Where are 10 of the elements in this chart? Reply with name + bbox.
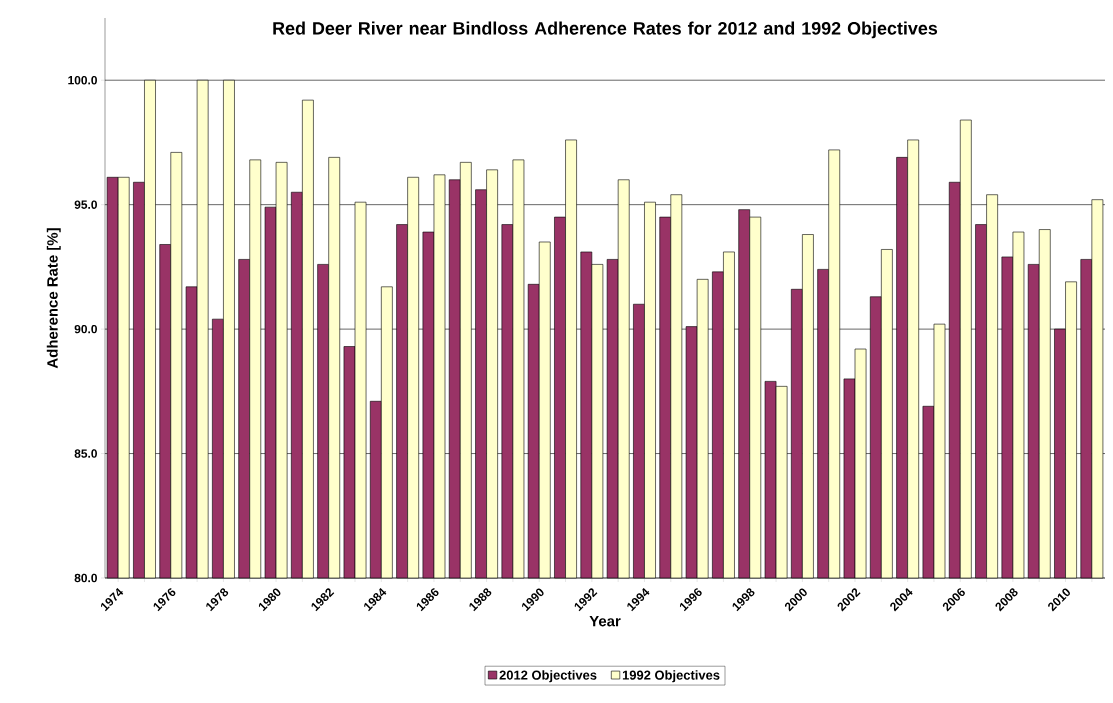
y-tick-label: 85.0 [74,449,97,458]
x-axis-title: Year [589,615,621,627]
y-tick-label: 90.0 [74,324,97,334]
y-axis-title: Adherence Rate [%] [46,228,61,369]
y-tick-label: 80.0 [74,573,97,583]
y-tick-label: 100.0 [68,75,97,85]
chart-title: Red Deer River near Bindloss Adherence Rates for 2012 and 1992 Objectives [273,21,938,39]
y-tick-label: 95.0 [74,200,97,209]
legend-label: 2012 Objectives [499,670,597,683]
legend-label: 1992 Objectives [622,670,720,683]
